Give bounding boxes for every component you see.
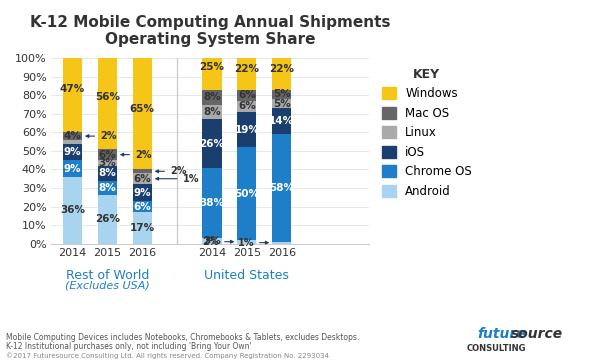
Bar — [272, 99, 292, 108]
Text: 56%: 56% — [95, 92, 120, 102]
Text: 26%: 26% — [199, 139, 224, 149]
Text: 9%: 9% — [64, 163, 81, 174]
Bar — [133, 49, 152, 170]
Text: CONSULTING: CONSULTING — [467, 344, 527, 353]
Bar — [63, 144, 82, 160]
Bar — [272, 242, 292, 244]
Text: 65%: 65% — [130, 104, 155, 114]
Text: 19%: 19% — [235, 125, 259, 135]
Text: 38%: 38% — [199, 198, 224, 208]
Text: 3%: 3% — [98, 158, 116, 168]
Bar — [63, 45, 82, 132]
Text: 25%: 25% — [199, 62, 224, 72]
Bar — [237, 101, 256, 112]
Text: Rest of World: Rest of World — [65, 270, 149, 283]
Bar — [272, 134, 292, 242]
Text: 4%: 4% — [64, 131, 82, 141]
Text: 5%: 5% — [273, 89, 290, 99]
Text: 9%: 9% — [133, 188, 151, 198]
Text: 6%: 6% — [98, 150, 116, 159]
Bar — [63, 132, 82, 140]
Bar — [63, 140, 82, 144]
Text: 36%: 36% — [60, 205, 85, 215]
Text: 3%: 3% — [203, 236, 221, 246]
Bar — [63, 177, 82, 244]
Text: 5%: 5% — [273, 99, 290, 109]
Bar — [202, 105, 221, 120]
Text: 1%: 1% — [156, 174, 199, 184]
Bar — [237, 147, 256, 240]
Bar — [133, 173, 152, 184]
Text: 2%: 2% — [203, 237, 233, 247]
Text: source: source — [511, 327, 563, 341]
Bar — [133, 170, 152, 173]
Text: 6%: 6% — [133, 202, 151, 212]
Text: future: future — [477, 327, 526, 341]
Text: 2%: 2% — [156, 166, 187, 176]
Text: 6%: 6% — [238, 102, 256, 112]
Legend: Windows, Mac OS, Linux, iOS, Chrome OS, Android: Windows, Mac OS, Linux, iOS, Chrome OS, … — [378, 64, 476, 202]
Text: 8%: 8% — [98, 183, 116, 193]
Bar — [98, 166, 117, 181]
Text: 8%: 8% — [98, 168, 116, 178]
Bar — [98, 45, 117, 149]
Bar — [98, 149, 117, 160]
Text: 50%: 50% — [235, 189, 259, 198]
Bar — [272, 108, 292, 134]
Text: 1%: 1% — [238, 238, 268, 248]
Text: 17%: 17% — [130, 223, 155, 233]
Bar — [98, 181, 117, 195]
Bar — [202, 90, 221, 105]
Text: 14%: 14% — [269, 116, 295, 126]
Text: 8%: 8% — [203, 92, 221, 102]
Bar — [98, 160, 117, 166]
Text: 6%: 6% — [238, 90, 256, 100]
Text: 22%: 22% — [235, 64, 259, 75]
Text: 58%: 58% — [269, 183, 294, 193]
Bar — [202, 238, 221, 244]
Bar — [202, 120, 221, 168]
Bar — [63, 160, 82, 177]
Text: 26%: 26% — [95, 215, 120, 225]
Bar — [98, 195, 117, 244]
Text: 9%: 9% — [64, 147, 81, 157]
Text: United States: United States — [205, 270, 289, 283]
Bar — [272, 49, 292, 90]
Bar — [272, 90, 292, 99]
Text: 6%: 6% — [133, 174, 151, 184]
Text: (Excludes USA): (Excludes USA) — [65, 280, 149, 291]
Text: ©2017 Futuresource Consulting Ltd. All rights reserved. Company Registration No.: ©2017 Futuresource Consulting Ltd. All r… — [6, 352, 329, 359]
Bar — [202, 44, 221, 90]
Bar — [133, 201, 152, 212]
Bar — [237, 240, 256, 244]
Bar — [202, 168, 221, 238]
Bar — [237, 49, 256, 90]
Text: Mobile Computing Devices includes Notebooks, Chromebooks & Tablets, excludes Des: Mobile Computing Devices includes Notebo… — [6, 333, 359, 342]
Text: 2%: 2% — [86, 131, 116, 141]
Bar — [237, 90, 256, 101]
Bar — [237, 112, 256, 147]
Text: K-12 Institutional purchases only, not including 'Bring Your Own': K-12 Institutional purchases only, not i… — [6, 342, 251, 351]
Bar — [133, 184, 152, 201]
Title: K-12 Mobile Computing Annual Shipments
Operating System Share: K-12 Mobile Computing Annual Shipments O… — [30, 15, 391, 48]
Text: 2%: 2% — [121, 150, 152, 159]
Text: 47%: 47% — [60, 84, 85, 94]
Text: 22%: 22% — [269, 64, 294, 75]
Text: 8%: 8% — [203, 107, 221, 117]
Bar — [133, 212, 152, 244]
